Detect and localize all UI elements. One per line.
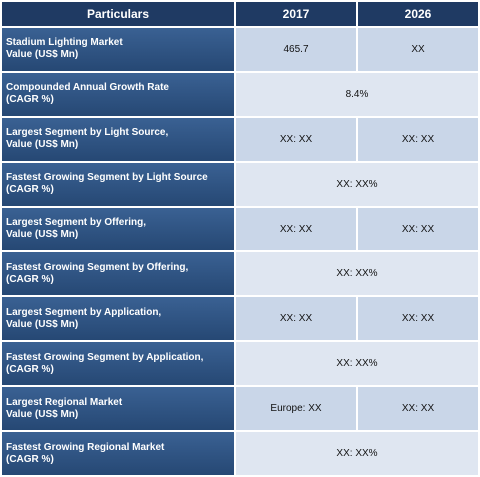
row-label-line1: Largest Regional Market [6,396,123,408]
table-row: Largest Segment by Application, Value (U… [2,297,478,341]
row-label: Stadium Lighting Market Value (US$ Mn) [2,28,234,71]
table-row: Fastest Growing Segment by Light Source … [2,162,478,206]
row-label-line2: (CAGR %) [6,184,54,196]
cell-2017: 465.7 [236,28,356,71]
row-label-line1: Compounded Annual Growth Rate [6,82,169,94]
header-year-2017: 2017 [236,2,356,26]
row-label-line1: Fastest Growing Segment by Light Source [6,172,208,184]
cell-merged: XX: XX% [236,342,478,386]
row-label: Largest Segment by Application, Value (U… [2,297,234,341]
row-label-line2: (CAGR %) [6,94,54,106]
cell-2026: XX: XX [358,297,478,341]
row-label-line1: Fastest Growing Segment by Application, [6,351,204,363]
row-label-line2: Value (US$ Mn) [6,49,79,61]
row-label-line2: Value (US$ Mn) [6,139,79,151]
row-label-line1: Stadium Lighting Market [6,37,123,49]
table-row: Largest Regional Market Value (US$ Mn) E… [2,387,478,431]
row-label: Fastest Growing Segment by Application, … [2,342,234,386]
row-label-line2: Value (US$ Mn) [6,408,79,420]
row-label: Fastest Growing Regional Market (CAGR %) [2,432,234,475]
table-row: Stadium Lighting Market Value (US$ Mn) 4… [2,28,478,71]
row-label-line1: Largest Segment by Light Source, [6,127,169,139]
table-row: Largest Segment by Light Source, Value (… [2,117,478,161]
cell-merged: XX: XX% [236,432,478,475]
header-particulars: Particulars [2,2,234,26]
table-row: Fastest Growing Regional Market (CAGR %)… [2,432,478,475]
cell-2017: Europe: XX [236,387,356,431]
table-header-row: Particulars 2017 2026 [2,2,478,26]
row-label: Largest Regional Market Value (US$ Mn) [2,387,234,431]
table-row: Largest Segment by Offering, Value (US$ … [2,207,478,251]
cell-2026: XX [358,28,478,71]
cell-2026: XX: XX [358,207,478,251]
header-year-2026: 2026 [358,2,478,26]
row-label: Fastest Growing Segment by Light Source … [2,162,234,206]
table-row: Fastest Growing Segment by Offering, (CA… [2,252,478,296]
cell-merged: XX: XX% [236,162,478,206]
row-label-line2: Value (US$ Mn) [6,318,79,330]
row-label: Fastest Growing Segment by Offering, (CA… [2,252,234,296]
row-label: Compounded Annual Growth Rate (CAGR %) [2,72,234,116]
row-label: Largest Segment by Offering, Value (US$ … [2,207,234,251]
cell-2026: XX: XX [358,387,478,431]
table-row: Fastest Growing Segment by Application, … [2,342,478,386]
row-label-line2: Value (US$ Mn) [6,229,79,240]
cell-2026: XX: XX [358,117,478,161]
row-label-line1: Fastest Growing Segment by Offering, [6,261,189,273]
row-label-line2: (CAGR %) [6,273,54,285]
row-label-line1: Largest Segment by Application, [6,306,162,318]
cell-2017: XX: XX [236,297,356,341]
row-label-line1: Fastest Growing Regional Market [6,441,165,453]
cell-2017: XX: XX [236,207,356,251]
row-label-line1: Largest Segment by Offering, [6,217,147,228]
cell-merged: XX: XX% [236,252,478,296]
row-label-line2: (CAGR %) [6,453,54,465]
table-row: Compounded Annual Growth Rate (CAGR %) 8… [2,72,478,116]
row-label-line2: (CAGR %) [6,363,54,375]
cell-2017: XX: XX [236,117,356,161]
row-label: Largest Segment by Light Source, Value (… [2,117,234,161]
cell-merged: 8.4% [236,72,478,116]
